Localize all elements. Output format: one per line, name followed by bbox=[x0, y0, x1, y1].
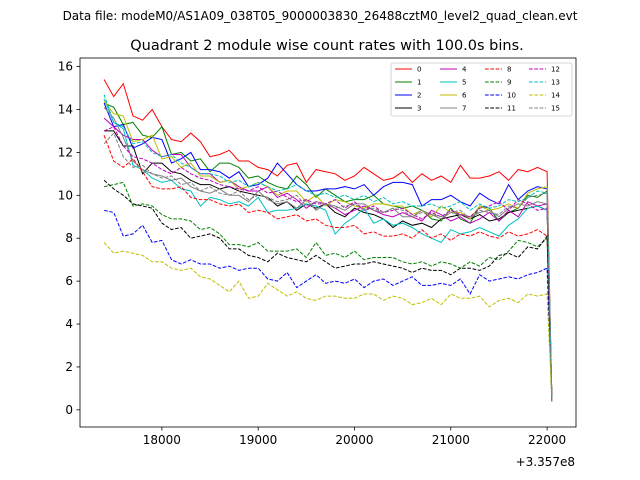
series-line-15 bbox=[103, 132, 553, 402]
legend-label-9: 9 bbox=[507, 79, 511, 87]
legend-box bbox=[390, 62, 573, 117]
legend-label-10: 10 bbox=[507, 92, 516, 100]
legend-label-13: 13 bbox=[551, 79, 560, 87]
y-tick-label: 12 bbox=[58, 145, 73, 159]
y-tick-label: 6 bbox=[65, 274, 73, 288]
legend-label-4: 4 bbox=[462, 66, 467, 74]
legend-label-3: 3 bbox=[417, 105, 421, 113]
chart-title: Quadrant 2 module wise count rates with … bbox=[130, 38, 524, 54]
series-line-4 bbox=[103, 117, 553, 402]
series-line-0 bbox=[103, 79, 553, 402]
series-line-10 bbox=[103, 209, 553, 402]
x-tick-label: 22000 bbox=[528, 433, 566, 447]
series-line-9 bbox=[103, 181, 553, 402]
legend-label-14: 14 bbox=[551, 92, 560, 100]
y-tick-label: 4 bbox=[65, 317, 73, 331]
series-line-2 bbox=[103, 102, 553, 402]
y-tick-label: 8 bbox=[65, 231, 73, 245]
x-tick-label: 20000 bbox=[335, 433, 373, 447]
x-tick-label: 18000 bbox=[143, 433, 181, 447]
chart-suptitle: Data file: modeM0/AS1A09_038T05_90000038… bbox=[63, 9, 578, 23]
legend-label-11: 11 bbox=[507, 105, 516, 113]
y-tick-label: 10 bbox=[58, 188, 73, 202]
y-tick-label: 0 bbox=[65, 403, 73, 417]
series-line-8 bbox=[103, 135, 553, 402]
series-line-14 bbox=[103, 242, 553, 402]
legend-label-12: 12 bbox=[551, 66, 560, 74]
axes-frame bbox=[79, 57, 577, 428]
legend-label-15: 15 bbox=[551, 105, 560, 113]
legend-label-7: 7 bbox=[462, 105, 466, 113]
series-line-6 bbox=[103, 100, 553, 402]
x-tick-label: 19000 bbox=[239, 433, 277, 447]
y-tick-label: 16 bbox=[58, 60, 73, 74]
series-line-12 bbox=[103, 126, 553, 402]
legend-label-8: 8 bbox=[507, 66, 511, 74]
series-line-7 bbox=[103, 106, 553, 402]
legend-label-1: 1 bbox=[417, 79, 421, 87]
series-line-3 bbox=[104, 130, 553, 402]
y-tick-label: 14 bbox=[58, 102, 73, 116]
legend-label-6: 6 bbox=[462, 92, 467, 100]
legend-label-2: 2 bbox=[417, 92, 421, 100]
legend-label-0: 0 bbox=[417, 66, 421, 74]
y-tick-label: 2 bbox=[65, 360, 73, 374]
x-axis-offset-label: +3.357e8 bbox=[516, 455, 575, 469]
series-line-13 bbox=[103, 94, 553, 402]
legend-label-5: 5 bbox=[462, 79, 466, 87]
x-tick-label: 21000 bbox=[432, 433, 470, 447]
